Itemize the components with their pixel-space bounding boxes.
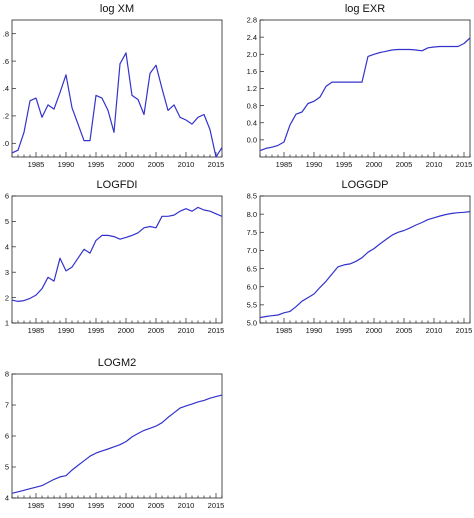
y-tick-label: .2 bbox=[3, 112, 9, 121]
x-tick-label: 2005 bbox=[148, 501, 165, 510]
y-tick-label: 7.5 bbox=[247, 228, 257, 237]
chart-title: LOGM2 bbox=[98, 357, 137, 369]
series-line bbox=[259, 37, 471, 152]
y-tick-label: 2.0 bbox=[247, 50, 257, 59]
y-tick-label: 5 bbox=[5, 217, 9, 226]
plot-frame bbox=[259, 19, 471, 158]
y-tick-label: 2.4 bbox=[247, 33, 257, 42]
x-tick-label: 1990 bbox=[58, 326, 75, 335]
x-tick-label: 1985 bbox=[276, 160, 293, 169]
x-tick-label: 1985 bbox=[28, 501, 45, 510]
plot-frame bbox=[259, 195, 471, 324]
y-tick-label: 3 bbox=[5, 268, 9, 277]
x-tick-label: 2010 bbox=[178, 326, 195, 335]
x-tick-label: 2005 bbox=[396, 326, 413, 335]
y-tick-label: 1 bbox=[5, 319, 9, 328]
x-tick-label: 2010 bbox=[426, 326, 443, 335]
series-line bbox=[11, 206, 223, 302]
y-tick-label: .4 bbox=[3, 84, 9, 93]
y-tick-label: 0.0 bbox=[247, 136, 257, 145]
x-tick-label: 2015 bbox=[456, 326, 473, 335]
x-tick-label: 1990 bbox=[306, 160, 323, 169]
chart-title: LOGGDP bbox=[341, 179, 388, 191]
y-tick-label: 8.0 bbox=[247, 210, 257, 219]
x-tick-label: 2015 bbox=[208, 326, 225, 335]
x-tick-label: 1995 bbox=[336, 160, 353, 169]
x-tick-label: 1985 bbox=[276, 326, 293, 335]
y-tick-label: 6 bbox=[5, 432, 9, 441]
y-tick-label: 5.0 bbox=[247, 319, 257, 328]
y-tick-label: 7 bbox=[5, 401, 9, 410]
chart-title: log XM bbox=[100, 3, 134, 15]
y-tick-label: 4 bbox=[5, 243, 9, 252]
x-tick-label: 2015 bbox=[208, 501, 225, 510]
y-tick-label: .6 bbox=[3, 57, 9, 66]
chart-title: log EXR bbox=[345, 3, 385, 15]
plot-frame bbox=[11, 195, 223, 324]
x-tick-label: 2000 bbox=[366, 160, 383, 169]
plot-frame bbox=[11, 373, 223, 499]
y-tick-label: 5.5 bbox=[247, 301, 257, 310]
x-tick-label: 2000 bbox=[118, 501, 135, 510]
x-tick-label: 1995 bbox=[336, 326, 353, 335]
x-tick-label: 1995 bbox=[88, 326, 105, 335]
chart-title: LOGFDI bbox=[97, 179, 138, 191]
y-tick-label: 4 bbox=[5, 494, 9, 503]
series-line bbox=[259, 211, 471, 319]
x-tick-label: 2015 bbox=[208, 160, 225, 169]
y-tick-label: 0.4 bbox=[247, 118, 257, 127]
y-tick-label: 2 bbox=[5, 293, 9, 302]
x-tick-label: 2015 bbox=[456, 160, 473, 169]
y-tick-label: 1.2 bbox=[247, 84, 257, 93]
y-tick-label: 0.8 bbox=[247, 101, 257, 110]
x-tick-label: 2000 bbox=[366, 326, 383, 335]
x-tick-label: 2000 bbox=[118, 160, 135, 169]
x-tick-label: 1990 bbox=[306, 326, 323, 335]
y-tick-label: 7.0 bbox=[247, 246, 257, 255]
y-tick-label: 1.6 bbox=[247, 67, 257, 76]
chart-panel-3: LOGGDP 5.0 5.5 6.0 6.5 7.0 7.5 8.0 8.5 1985 1990 19… bbox=[247, 179, 473, 335]
x-tick-label: 2010 bbox=[178, 501, 195, 510]
x-tick-label: 2005 bbox=[148, 326, 165, 335]
x-tick-label: 1985 bbox=[28, 160, 45, 169]
series-line bbox=[11, 394, 223, 494]
chart-panel-4: LOGM2 4 5 6 7 8 1985 1990 1995 2000 2005 2010 2015 bbox=[5, 357, 225, 510]
plot-frame bbox=[11, 19, 223, 158]
x-tick-label: 1995 bbox=[88, 160, 105, 169]
chart-panel-1: log EXR 0.0 0.4 0.8 1.2 1.6 2.0 2.4 2.8 1985 1990 1… bbox=[247, 3, 473, 169]
x-tick-label: 1990 bbox=[58, 501, 75, 510]
y-tick-label: .8 bbox=[3, 29, 9, 38]
x-tick-label: 1985 bbox=[28, 326, 45, 335]
x-tick-label: 2010 bbox=[426, 160, 443, 169]
series-line bbox=[11, 52, 223, 158]
x-tick-label: 1990 bbox=[58, 160, 75, 169]
x-tick-label: 2000 bbox=[118, 326, 135, 335]
y-tick-label: 6.5 bbox=[247, 264, 257, 273]
y-tick-label: 2.8 bbox=[247, 16, 257, 25]
chart-panel-2: LOGFDI 1 2 3 4 5 6 1985 1990 1995 2000 2005 2010 2015 bbox=[5, 179, 225, 335]
y-tick-label: 8 bbox=[5, 370, 9, 379]
y-tick-label: 6.0 bbox=[247, 282, 257, 291]
y-tick-label: 6 bbox=[5, 192, 9, 201]
x-tick-label: 1995 bbox=[88, 501, 105, 510]
y-tick-label: .0 bbox=[3, 139, 9, 148]
chart-panel-0: log XM .0 .2 .4 .6 .8 1985 1990 1995 2000 2005 2010… bbox=[3, 3, 225, 169]
x-tick-label: 2005 bbox=[396, 160, 413, 169]
y-tick-label: 5 bbox=[5, 463, 9, 472]
x-tick-label: 2010 bbox=[178, 160, 195, 169]
x-tick-label: 2005 bbox=[148, 160, 165, 169]
y-tick-label: 8.5 bbox=[247, 192, 257, 201]
